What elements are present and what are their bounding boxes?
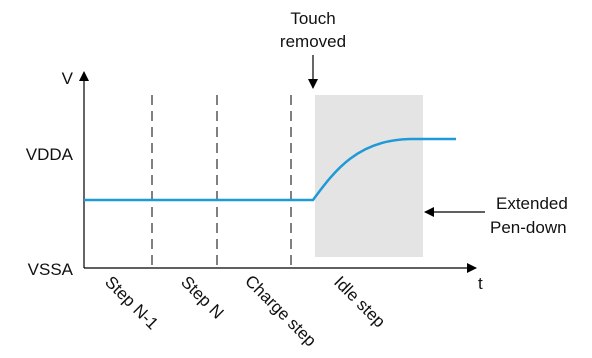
- step-label: Charge step: [241, 271, 320, 350]
- touch-removed-label: Touch: [290, 9, 335, 28]
- extended-pen-down-label: Pen-down: [490, 218, 567, 237]
- vssa-label: VSSA: [28, 260, 74, 279]
- step-label: Step N-1: [101, 272, 162, 333]
- touch-removed-label: removed: [280, 32, 346, 51]
- vdda-label: VDDA: [26, 145, 74, 164]
- step-label: Idle step: [330, 272, 389, 331]
- y-axis-label: V: [62, 69, 74, 88]
- x-axis-label: t: [478, 274, 483, 293]
- signal-curve: [84, 137, 456, 202]
- step-label: Step N: [177, 272, 227, 322]
- extended-pen-down-label: Extended: [496, 194, 568, 213]
